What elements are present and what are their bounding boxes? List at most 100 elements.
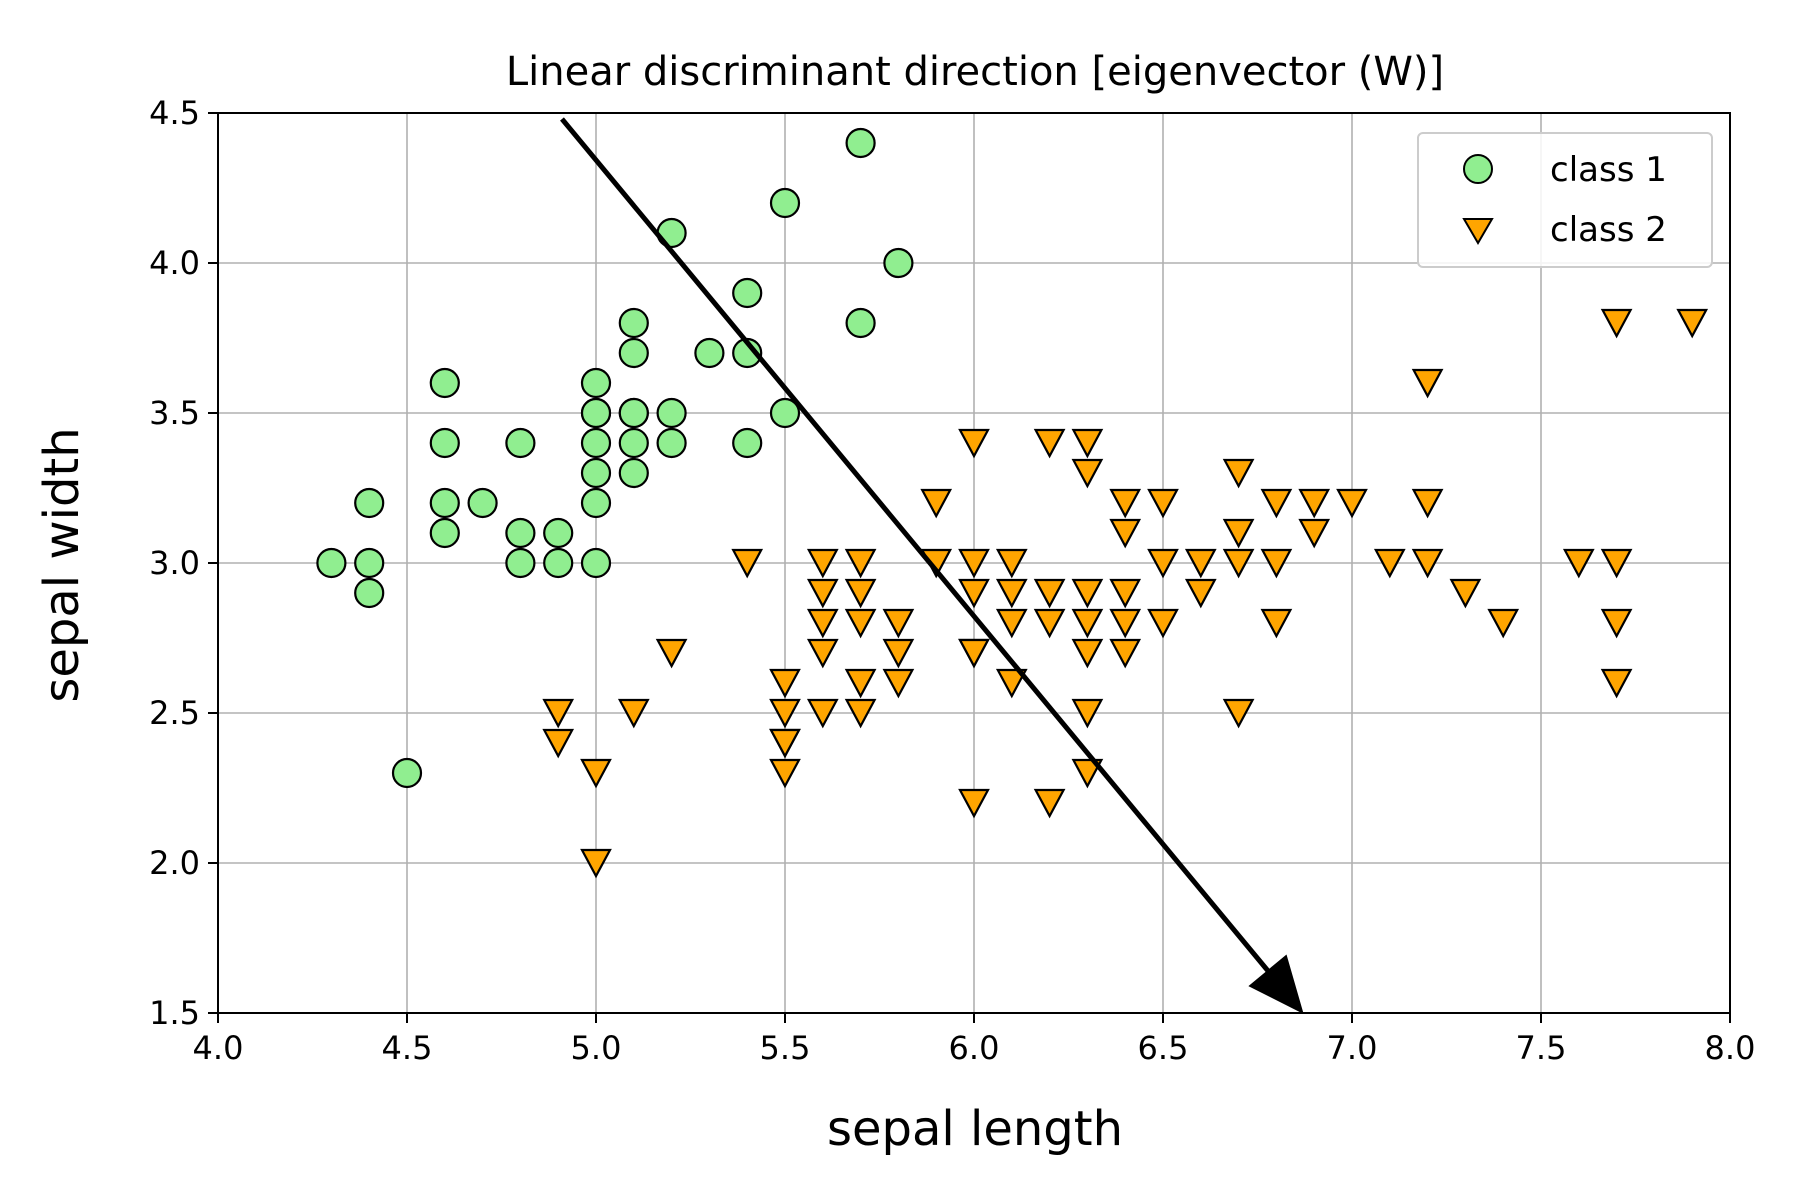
x-tick-label: 4.0 bbox=[193, 1029, 244, 1067]
y-tick-label: 1.5 bbox=[149, 994, 200, 1032]
class-2-point bbox=[882, 638, 915, 669]
x-tick-label: 7.0 bbox=[1327, 1029, 1378, 1067]
class-2-point bbox=[958, 578, 990, 609]
x-tick-label: 4.5 bbox=[382, 1029, 433, 1067]
class-1-point bbox=[580, 367, 612, 399]
class-2-point bbox=[1071, 578, 1104, 609]
class-2-point bbox=[1071, 638, 1104, 669]
class-2-point bbox=[1373, 548, 1406, 579]
class-2-point bbox=[1600, 308, 1633, 339]
class-1-point bbox=[354, 547, 385, 579]
class-2-point bbox=[769, 758, 801, 789]
class-2-point bbox=[806, 578, 839, 609]
class-2-point bbox=[1222, 458, 1255, 489]
class-1-point bbox=[732, 277, 763, 309]
axis-ticks: 4.0 4.5 5.0 5.5 6.0 6.5 7.0 7.5 8.0 1.5 2.0 2.5 3.0 3… bbox=[149, 94, 1755, 1067]
class-2-point bbox=[995, 548, 1028, 579]
class-2-point bbox=[1260, 608, 1293, 639]
y-tick-label: 4.0 bbox=[149, 244, 200, 282]
class-1-point bbox=[429, 517, 460, 549]
y-tick-label: 4.5 bbox=[149, 94, 200, 132]
class-2-point bbox=[995, 668, 1028, 699]
class-2-point bbox=[1222, 518, 1255, 549]
class-1-point bbox=[354, 577, 385, 609]
class-2-point bbox=[1071, 608, 1104, 639]
class-1-point bbox=[656, 397, 687, 429]
class-2-point bbox=[1411, 368, 1444, 399]
legend: class 1 class 2 bbox=[1417, 132, 1713, 268]
class-2-point bbox=[958, 428, 990, 459]
legend-marker-class-1 bbox=[1463, 154, 1493, 184]
class-2-point bbox=[769, 668, 801, 699]
x-tick-label: 5.0 bbox=[571, 1029, 622, 1067]
class-2-point bbox=[844, 548, 877, 579]
x-tick-label: 6.5 bbox=[1138, 1029, 1189, 1067]
class-2-point bbox=[844, 578, 877, 609]
y-tick-label: 3.5 bbox=[149, 394, 200, 432]
class-2-point bbox=[1222, 698, 1255, 729]
class-2-point bbox=[655, 638, 688, 669]
class-2-point bbox=[1109, 638, 1142, 669]
class-2-point bbox=[1600, 548, 1633, 579]
class-2-point bbox=[1109, 578, 1142, 609]
class-1-point bbox=[618, 427, 649, 459]
class-1-point bbox=[316, 547, 347, 579]
class-2-point bbox=[1411, 548, 1444, 579]
class-1-point bbox=[505, 517, 536, 549]
class-2-point bbox=[580, 848, 612, 879]
class-1-point bbox=[580, 397, 612, 429]
class-2-point bbox=[1600, 608, 1633, 639]
class-1-point bbox=[580, 487, 612, 519]
annotation-layer bbox=[560, 117, 1304, 1014]
class-1-point bbox=[656, 427, 687, 459]
class-2-point bbox=[882, 608, 915, 639]
legend-label-class-1: class 1 bbox=[1550, 150, 1667, 190]
arrow-head bbox=[1248, 954, 1304, 1014]
class-1-point bbox=[391, 757, 423, 789]
class-1-point bbox=[845, 307, 876, 339]
class-2-point bbox=[920, 488, 953, 519]
class-2-point bbox=[844, 698, 877, 729]
class-2-point bbox=[1071, 758, 1104, 789]
class-2-point bbox=[806, 608, 839, 639]
class-2-point bbox=[1147, 608, 1179, 639]
class-2-point bbox=[542, 728, 575, 759]
class-1-point bbox=[769, 187, 801, 219]
x-tick-label: 5.5 bbox=[760, 1029, 811, 1067]
class-2-point bbox=[958, 548, 990, 579]
class-1-point bbox=[618, 397, 649, 429]
class-2-point bbox=[731, 548, 764, 579]
legend-marker-class-2 bbox=[1462, 218, 1494, 245]
data-points bbox=[316, 127, 1709, 879]
class-2-point bbox=[1600, 668, 1633, 699]
class-2-point bbox=[617, 698, 650, 729]
class-2-point bbox=[995, 578, 1028, 609]
class-2-point bbox=[1071, 428, 1104, 459]
class-2-point bbox=[1222, 548, 1255, 579]
class-2-point bbox=[1336, 488, 1368, 519]
class-2-point bbox=[1033, 578, 1066, 609]
class-2-point bbox=[1033, 428, 1066, 459]
class-2-point bbox=[1033, 608, 1066, 639]
class-2-point bbox=[958, 638, 990, 669]
class-1-point bbox=[845, 127, 876, 159]
class-1-point bbox=[505, 427, 536, 459]
class-1-point bbox=[883, 247, 914, 279]
class-2-point bbox=[1184, 578, 1217, 609]
class-2-point bbox=[1562, 548, 1595, 579]
class-2-point bbox=[1487, 608, 1520, 639]
class-2-point bbox=[1071, 458, 1104, 489]
legend-label-class-2: class 2 bbox=[1550, 210, 1667, 250]
class-2-point bbox=[1298, 518, 1331, 549]
y-axis-label: sepal width bbox=[34, 427, 90, 702]
class-1-point bbox=[429, 367, 460, 399]
class-1-point bbox=[769, 397, 801, 429]
class-1-point bbox=[732, 427, 763, 459]
class-2-point bbox=[995, 608, 1028, 639]
class-2-point bbox=[1071, 698, 1104, 729]
class-1-point bbox=[580, 547, 612, 579]
y-tick-label: 2.0 bbox=[149, 844, 200, 882]
class-1-point bbox=[429, 427, 460, 459]
class-2-point bbox=[806, 698, 839, 729]
